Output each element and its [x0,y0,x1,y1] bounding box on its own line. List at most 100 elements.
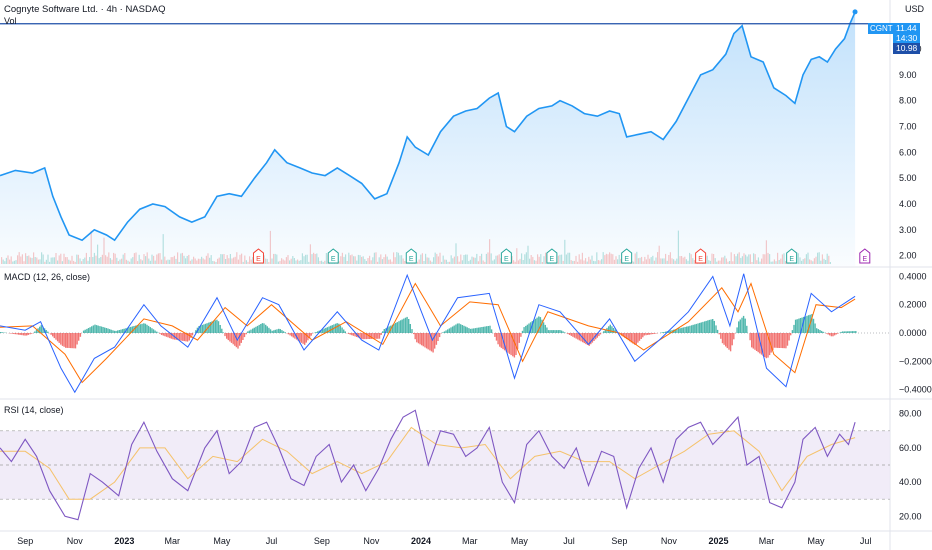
macd-histogram-bar [370,333,372,339]
earnings-marker [252,248,264,264]
macd-histogram-bar [52,333,54,337]
macd-histogram-bar [242,333,244,340]
macd-histogram-bar [790,333,792,336]
macd-histogram-bar [188,333,190,341]
time-axis-tick: May [511,536,529,546]
rsi-line [0,409,856,521]
time-axis-tick: Sep [17,536,33,546]
macd-histogram-bar [364,333,366,340]
macd-histogram-bar [375,333,377,339]
macd-histogram-bar [105,328,108,333]
macd-histogram-bar [799,318,802,333]
macd-histogram-bar [108,329,111,333]
macd-histogram-bar [500,333,503,348]
earnings-marker [546,248,558,264]
macd-histogram-bar [302,333,304,344]
macd-histogram-bar [325,327,327,333]
earnings-marker [500,248,512,264]
macd-histogram-bar [702,321,704,333]
macd-histogram-bar [177,333,179,341]
macd-histogram-bar [515,333,517,355]
macd-histogram-bar [713,320,715,333]
macd-histogram-bar [403,318,405,333]
macd-histogram-bar [523,327,525,333]
macd-histogram-bar [378,333,381,339]
rsi-axis-tick: 20.00 [899,511,922,521]
macd-histogram-bar [482,326,485,333]
macd-histogram-bar [351,333,353,336]
macd-histogram-bar [484,326,486,333]
macd-histogram-bar [71,333,73,349]
macd-histogram-bar [409,324,411,333]
macd-histogram-bar [406,316,408,333]
macd-histogram-bar [34,331,36,333]
macd-histogram-bar [24,333,26,336]
macd-histogram-bar [308,333,311,338]
macd-histogram-bar [568,333,571,335]
macd-histogram-bar [705,320,707,333]
macd-histogram-bar [777,333,779,348]
macd-histogram-bar [778,333,780,348]
macd-histogram-bar [474,328,477,333]
macd-histogram-bar [632,333,634,344]
macd-histogram-bar [637,333,639,343]
macd-histogram-bar [699,322,701,333]
macd-histogram-bar [102,327,104,333]
macd-histogram-bar [151,328,153,333]
macd-histogram-bar [661,332,663,333]
macd-histogram-bar [27,333,29,335]
macd-histogram-bar [434,333,436,349]
macd-histogram-bar [716,329,719,333]
macd-histogram-bar [339,325,342,333]
macd-histogram-bar [547,330,550,333]
macd-histogram-bar [78,333,80,341]
macd-histogram-bar [347,333,350,334]
macd-histogram-bar [635,333,637,345]
macd-histogram-bar [749,333,751,341]
macd-histogram-bar [751,333,753,348]
macd-histogram-bar [455,324,457,333]
macd-histogram-bar [560,330,563,333]
macd-histogram-bar [651,333,654,335]
macd-histogram-bar [291,333,293,337]
macd-histogram-bar [386,327,389,333]
macd-histogram-bar [195,330,197,333]
macd-histogram-bar [536,317,538,333]
macd-histogram-bar [154,330,156,333]
macd-histogram-bar [695,323,698,333]
earnings-marker-label: E [256,256,261,263]
currency-label[interactable]: USD [904,4,924,14]
macd-histogram-bar [141,323,143,333]
macd-histogram-bar [555,330,558,333]
macd-histogram-bar [489,325,491,333]
macd-axis-tick: 0.4000 [899,271,927,281]
macd-histogram-bar [269,329,272,333]
macd-histogram-bar [541,319,543,333]
macd-histogram-bar [84,329,86,333]
macd-histogram-bar [785,333,787,349]
macd-histogram-bar [186,333,189,342]
macd-histogram-bar [712,319,714,333]
macd-histogram-bar [326,327,329,333]
earnings-marker-label: E [504,256,509,263]
macd-histogram-bar [499,333,501,347]
macd-histogram-bar [21,333,23,336]
macd-histogram-bar [86,328,88,333]
macd-histogram-bar [733,333,735,340]
price-axis-tick: 6.00 [899,147,917,157]
macd-histogram-bar [240,333,242,343]
macd-histogram-bar [17,333,20,335]
macd-histogram-bar [253,327,255,333]
macd-histogram-bar [754,333,756,350]
macd-histogram-bar [585,333,587,345]
macd-histogram-bar [438,333,441,338]
macd-histogram-bar [445,330,447,333]
macd-histogram-bar [416,333,418,343]
macd-histogram-bar [58,333,60,343]
macd-histogram-bar [22,333,25,336]
macd-histogram-bar [417,333,420,344]
earnings-marker [327,248,339,264]
macd-histogram-bar [755,333,758,351]
macd-histogram-bar [395,322,397,333]
